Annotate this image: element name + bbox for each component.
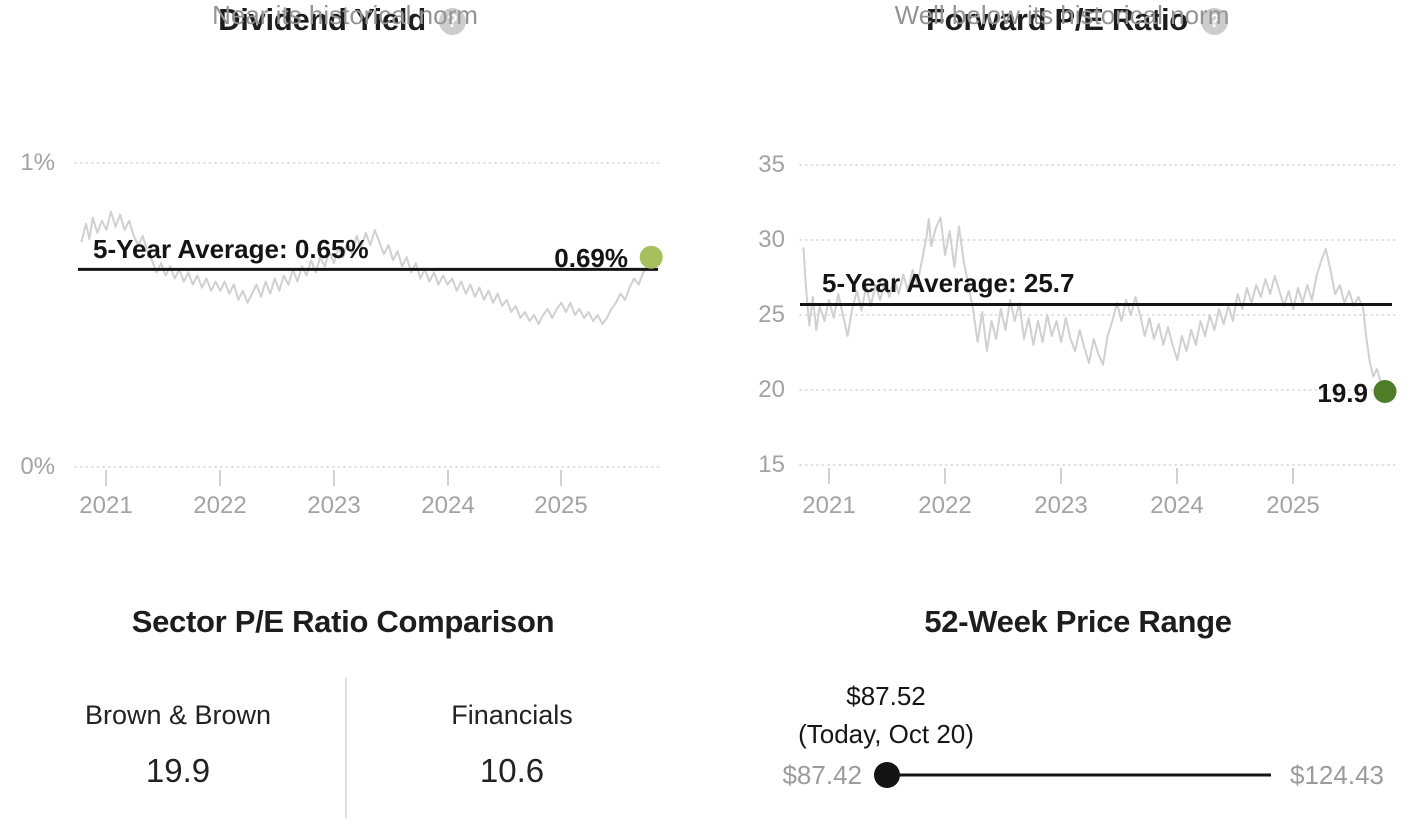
y-axis-label: 1% <box>20 149 55 176</box>
help-icon[interactable]: ? <box>1200 8 1228 35</box>
y-axis-label: 20 <box>758 376 785 403</box>
sector-pe-title: Sector P/E Ratio Comparison <box>131 604 555 639</box>
y-axis-label: 15 <box>758 451 785 478</box>
average-annotation: 5-Year Average: 0.65% <box>93 234 369 264</box>
current-value-label: 19.9 <box>1317 378 1368 408</box>
x-axis-label: 2025 <box>534 492 588 519</box>
sector-pe-value: 10.6 <box>479 752 545 789</box>
forward-pe-header: Forward P/E Ratio ? <box>732 0 1422 40</box>
x-axis-label: 2024 <box>421 492 475 519</box>
x-axis-label: 2023 <box>307 492 361 519</box>
y-axis-label: 25 <box>758 301 785 328</box>
x-axis-label: 2023 <box>1034 492 1088 519</box>
forward-pe-title: Forward P/E Ratio <box>926 2 1188 37</box>
dividend-yield-subtitle: Near its historical norm <box>212 0 478 30</box>
dividend-yield-title: Dividend Yield <box>218 2 426 37</box>
dividend-yield-current-dot <box>639 245 663 269</box>
x-axis-label: 2022 <box>193 492 247 519</box>
average-annotation: 5-Year Average: 25.7 <box>822 268 1075 298</box>
vertical-divider <box>345 678 347 818</box>
current-price-date: (Today, Oct 20) <box>798 719 974 749</box>
y-axis-label: 35 <box>758 151 785 178</box>
forward-pe-series-line <box>802 216 1386 392</box>
forward-pe-current-dot <box>1373 380 1397 403</box>
forward-pe-subtitle: Well below its historical norm <box>894 0 1230 30</box>
price-range-title: 52-Week Price Range <box>924 604 1232 639</box>
y-axis-label: 0% <box>20 453 55 480</box>
price-range-handle <box>874 762 900 788</box>
x-axis-label: 2021 <box>802 492 856 519</box>
y-axis-label: 30 <box>758 226 785 253</box>
x-axis-label: 2024 <box>1150 492 1204 519</box>
range-low-label: $87.42 <box>782 760 862 790</box>
x-axis-label: 2022 <box>918 492 972 519</box>
company-name: Brown & Brown <box>84 700 272 730</box>
x-axis-label: 2025 <box>1266 492 1320 519</box>
dividend-yield-header: Dividend Yield ? <box>0 0 684 40</box>
current-value-label: 0.69% <box>554 243 628 273</box>
sector-name: Financials <box>451 700 573 730</box>
current-price: $87.52 <box>846 681 926 711</box>
x-axis-label: 2021 <box>79 492 133 519</box>
help-icon[interactable]: ? <box>438 8 466 35</box>
company-pe-value: 19.9 <box>145 752 211 789</box>
range-high-label: $124.43 <box>1290 760 1384 790</box>
